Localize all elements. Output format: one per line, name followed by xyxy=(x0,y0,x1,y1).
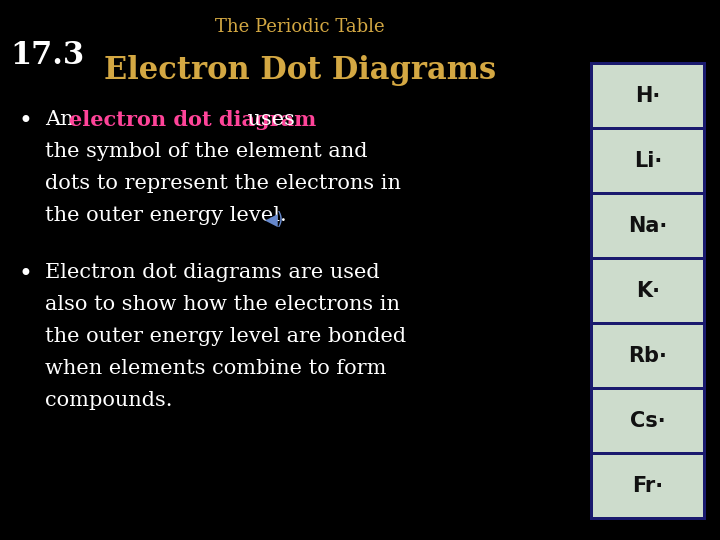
Text: Electron Dot Diagrams: Electron Dot Diagrams xyxy=(104,55,496,86)
Text: Na·: Na· xyxy=(629,216,667,236)
Bar xyxy=(590,127,706,195)
Text: the outer energy level are bonded: the outer energy level are bonded xyxy=(45,327,406,346)
Bar xyxy=(593,195,703,257)
Text: electron dot diagram: electron dot diagram xyxy=(69,110,316,130)
Bar xyxy=(590,257,706,325)
Text: uses: uses xyxy=(241,110,295,129)
Text: Rb·: Rb· xyxy=(629,346,667,366)
Bar xyxy=(593,260,703,322)
Text: H·: H· xyxy=(635,86,661,106)
Bar xyxy=(590,452,706,520)
Bar xyxy=(590,192,706,260)
Text: Fr·: Fr· xyxy=(632,476,664,496)
Bar xyxy=(593,325,703,387)
Text: The Periodic Table: The Periodic Table xyxy=(215,18,384,36)
Text: ◀): ◀) xyxy=(265,211,284,229)
Text: 17.3: 17.3 xyxy=(10,40,84,71)
Bar xyxy=(590,62,706,130)
Bar xyxy=(593,455,703,517)
Bar xyxy=(593,130,703,192)
Text: when elements combine to form: when elements combine to form xyxy=(45,359,387,378)
Text: the symbol of the element and: the symbol of the element and xyxy=(45,142,367,161)
Text: Li·: Li· xyxy=(634,151,662,171)
Bar xyxy=(593,65,703,127)
Bar xyxy=(590,387,706,455)
Text: compounds.: compounds. xyxy=(45,391,173,410)
Text: •: • xyxy=(18,263,32,286)
Text: dots to represent the electrons in: dots to represent the electrons in xyxy=(45,174,401,193)
Text: also to show how the electrons in: also to show how the electrons in xyxy=(45,295,400,314)
Text: An: An xyxy=(45,110,80,129)
Text: Cs·: Cs· xyxy=(630,411,666,431)
Text: •: • xyxy=(18,110,32,133)
Bar xyxy=(593,390,703,452)
Text: K·: K· xyxy=(636,281,660,301)
Text: Electron dot diagrams are used: Electron dot diagrams are used xyxy=(45,263,379,282)
Text: the outer energy level.: the outer energy level. xyxy=(45,206,287,225)
Bar xyxy=(590,322,706,390)
